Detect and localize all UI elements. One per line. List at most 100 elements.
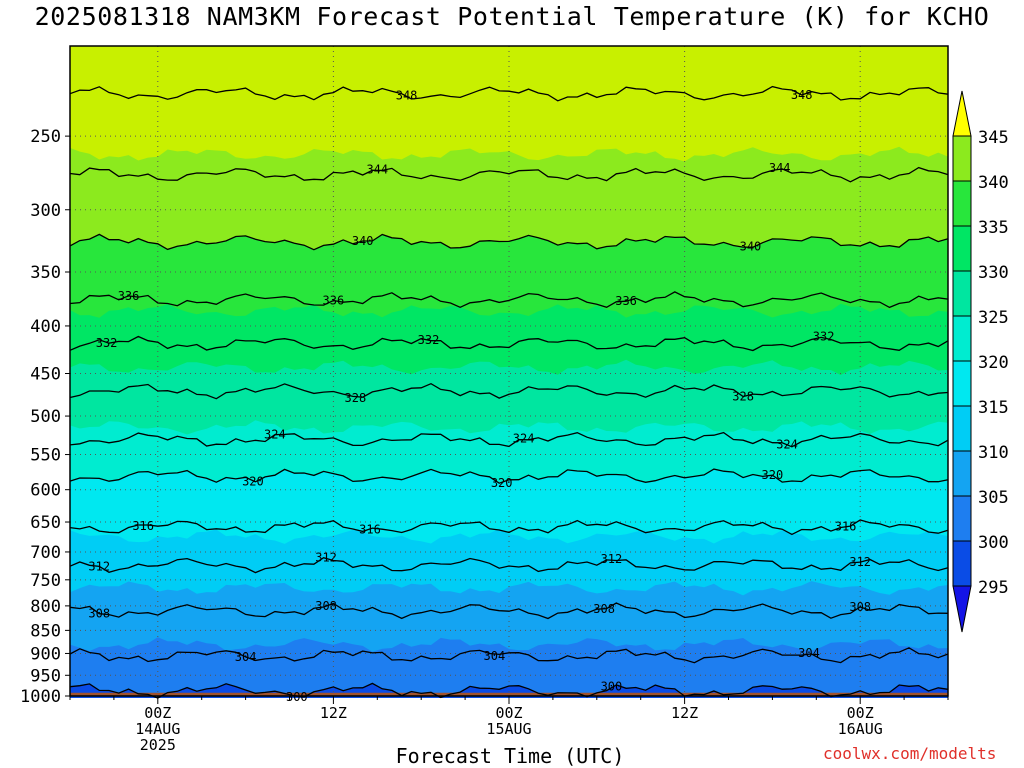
contour-label-312-1: 312 xyxy=(315,551,337,565)
contour-label-312-0: 312 xyxy=(88,559,110,573)
colorbar-label-315: 315 xyxy=(978,398,1009,418)
x-tick-label-30-1: 15AUG xyxy=(486,720,531,738)
contour-label-300-1: 300 xyxy=(601,680,623,694)
y-tick-label-550: 550 xyxy=(30,446,61,466)
colorbar-box-315 xyxy=(952,360,972,407)
contour-label-328-1: 328 xyxy=(732,390,754,404)
colorbar-label-310: 310 xyxy=(978,443,1009,463)
y-tick-label-1000: 1000 xyxy=(20,687,61,707)
x-tick-label-30-0: 00Z xyxy=(495,704,522,722)
contour-304 xyxy=(69,647,949,664)
colorbar-box-320 xyxy=(952,315,972,362)
colorbar-label-325: 325 xyxy=(978,308,1009,328)
contour-label-336-0: 336 xyxy=(118,289,140,303)
y-tick-label-850: 850 xyxy=(30,621,61,641)
contour-label-308-1: 308 xyxy=(315,599,337,613)
colorbar-label-320: 320 xyxy=(978,353,1009,373)
contour-348 xyxy=(69,85,949,102)
y-tick-label-800: 800 xyxy=(30,597,61,617)
contour-332 xyxy=(69,335,949,352)
contour-label-312-2: 312 xyxy=(601,552,623,566)
contour-label-344-0: 344 xyxy=(366,163,388,177)
y-tick-label-650: 650 xyxy=(30,513,61,533)
contour-label-336-2: 336 xyxy=(615,294,637,308)
x-axis-label: Forecast Time (UTC) xyxy=(395,744,625,768)
contour-label-340-0: 340 xyxy=(352,234,374,248)
y-tick-label-300: 300 xyxy=(30,201,61,221)
contour-312 xyxy=(69,556,949,574)
y-tick-label-250: 250 xyxy=(30,127,61,147)
contour-label-344-1: 344 xyxy=(769,161,791,175)
y-tick-label-400: 400 xyxy=(30,317,61,337)
x-tick-label-18-0: 12Z xyxy=(320,704,347,722)
chart-title: 2025081318 NAM3KM Forecast Potential Tem… xyxy=(34,2,990,31)
x-tick-label-6-2: 2025 xyxy=(140,736,176,754)
colorbar-box-330 xyxy=(952,225,972,272)
y-tick-label-950: 950 xyxy=(30,666,61,686)
colorbar-label-340: 340 xyxy=(978,173,1009,193)
x-tick-label-6-0: 00Z xyxy=(144,704,171,722)
y-tick-label-750: 750 xyxy=(30,571,61,591)
x-tick-label-42-0: 12Z xyxy=(671,704,698,722)
colorbar-top-arrow xyxy=(952,90,972,137)
contour-label-320-2: 320 xyxy=(762,468,784,482)
y-tick-label-700: 700 xyxy=(30,543,61,563)
y-tick-label-600: 600 xyxy=(30,481,61,501)
contour-label-332-2: 332 xyxy=(813,330,835,344)
contour-label-304-0: 304 xyxy=(235,650,257,664)
colorbar-label-345: 345 xyxy=(978,128,1009,148)
colorbar-label-295: 295 xyxy=(978,578,1009,598)
contour-340 xyxy=(69,233,949,251)
x-tick-label-54-1: 16AUG xyxy=(838,720,883,738)
contour-label-340-1: 340 xyxy=(740,240,762,254)
contour-label-312-3: 312 xyxy=(849,555,871,569)
y-tick-label-500: 500 xyxy=(30,407,61,427)
colorbar-box-295 xyxy=(952,540,972,587)
contour-label-308-2: 308 xyxy=(593,602,615,616)
ground-layer xyxy=(70,692,948,696)
colorbar-bottom-arrow xyxy=(952,585,972,633)
contour-344 xyxy=(69,166,949,183)
colorbar-box-340 xyxy=(952,135,972,182)
colorbar-label-300: 300 xyxy=(978,533,1009,553)
contour-label-304-2: 304 xyxy=(798,646,820,660)
colorbar-label-335: 335 xyxy=(978,218,1009,238)
colorbar-box-305 xyxy=(952,450,972,497)
contour-label-300-0: 300 xyxy=(286,690,308,704)
y-tick-label-350: 350 xyxy=(30,263,61,283)
contour-336 xyxy=(69,291,949,309)
contour-308 xyxy=(69,602,949,620)
contour-label-336-1: 336 xyxy=(323,293,345,307)
contour-label-332-0: 332 xyxy=(96,336,118,350)
contour-328 xyxy=(69,382,949,400)
contour-label-328-0: 328 xyxy=(345,391,367,405)
colorbar-label-330: 330 xyxy=(978,263,1009,283)
colorbar-box-300 xyxy=(952,495,972,542)
contour-label-324-0: 324 xyxy=(264,428,286,442)
contour-label-316-1: 316 xyxy=(359,523,381,537)
contour-label-308-0: 308 xyxy=(88,607,110,621)
fill-band-345 xyxy=(70,46,948,162)
ground-bar xyxy=(70,692,948,696)
contour-316 xyxy=(69,519,949,536)
contour-320 xyxy=(69,468,949,484)
contour-label-324-2: 324 xyxy=(776,438,798,452)
contour-label-316-2: 316 xyxy=(835,519,857,533)
x-tick-label-6-1: 14AUG xyxy=(135,720,180,738)
contour-label-320-1: 320 xyxy=(491,476,513,490)
contour-label-324-1: 324 xyxy=(513,432,535,446)
contour-label-308-3: 308 xyxy=(849,600,871,614)
contour-label-348-1: 348 xyxy=(791,88,813,102)
contour-label-348-0: 348 xyxy=(396,88,418,102)
contour-label-320-0: 320 xyxy=(242,474,264,488)
colorbar-box-325 xyxy=(952,270,972,317)
y-tick-label-900: 900 xyxy=(30,644,61,664)
contour-300 xyxy=(69,682,949,699)
colorbar-label-305: 305 xyxy=(978,488,1009,508)
credit-link[interactable]: coolwx.com/modelts xyxy=(823,744,997,763)
colorbar: 295 300 305 310 315 320 325 330 335 340 345 xyxy=(952,90,1009,633)
contour-label-316-0: 316 xyxy=(132,519,154,533)
pressure-axis: 250 300 350 400 450 500 550 600 650 700 750 800 850 9… xyxy=(20,127,70,707)
